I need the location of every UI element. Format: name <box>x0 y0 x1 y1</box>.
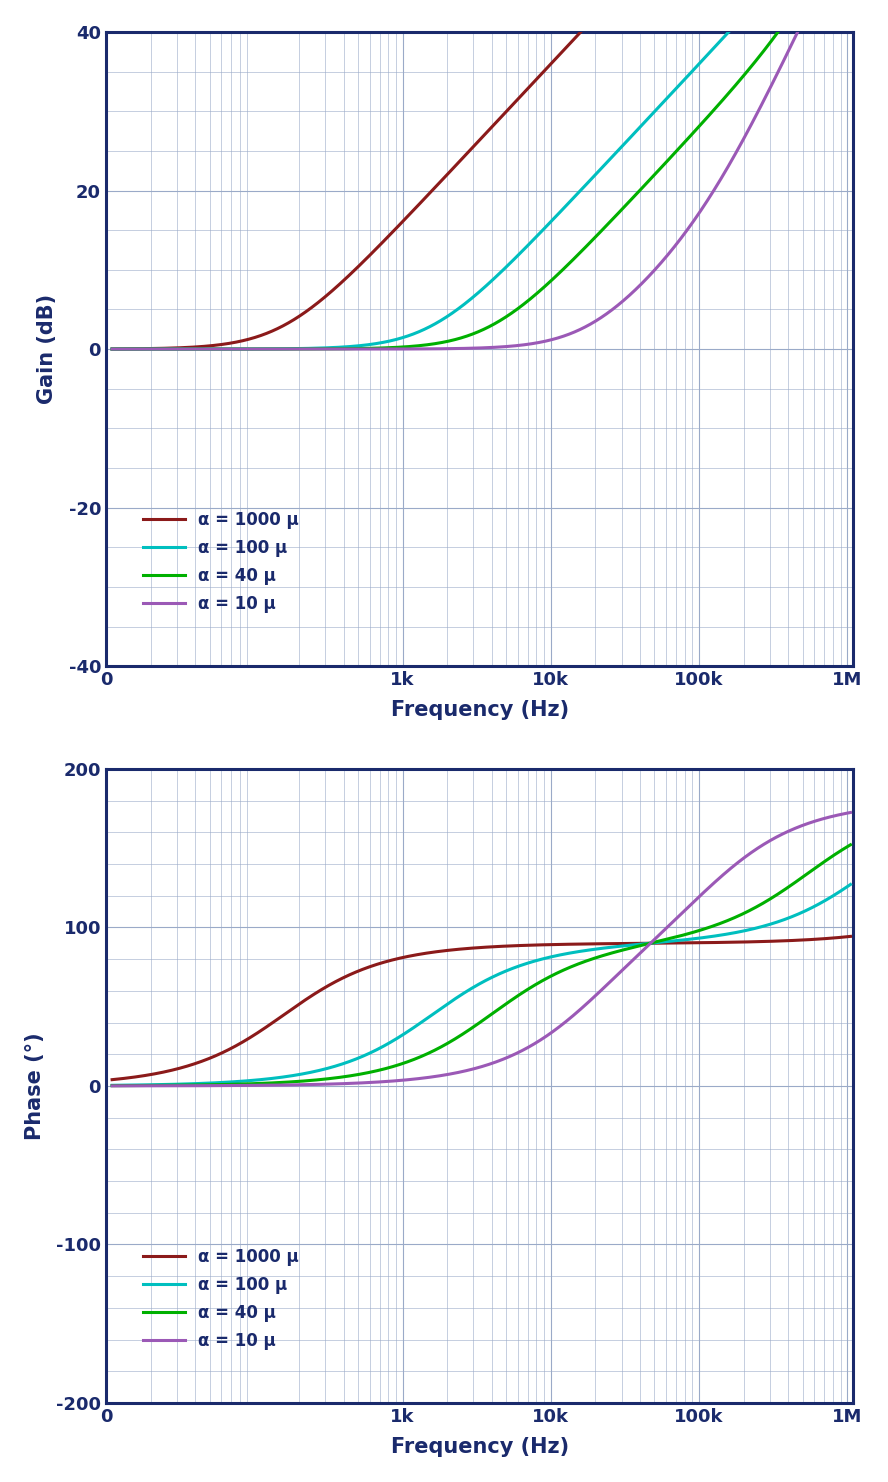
X-axis label: Frequency (Hz): Frequency (Hz) <box>391 1438 569 1457</box>
Y-axis label: Gain (dB): Gain (dB) <box>37 293 58 405</box>
Y-axis label: Phase (°): Phase (°) <box>25 1031 45 1140</box>
Legend: α = 1000 μ, α = 100 μ, α = 40 μ, α = 10 μ: α = 1000 μ, α = 100 μ, α = 40 μ, α = 10 … <box>137 1242 305 1356</box>
Legend: α = 1000 μ, α = 100 μ, α = 40 μ, α = 10 μ: α = 1000 μ, α = 100 μ, α = 40 μ, α = 10 … <box>137 504 305 619</box>
X-axis label: Frequency (Hz): Frequency (Hz) <box>391 700 569 720</box>
